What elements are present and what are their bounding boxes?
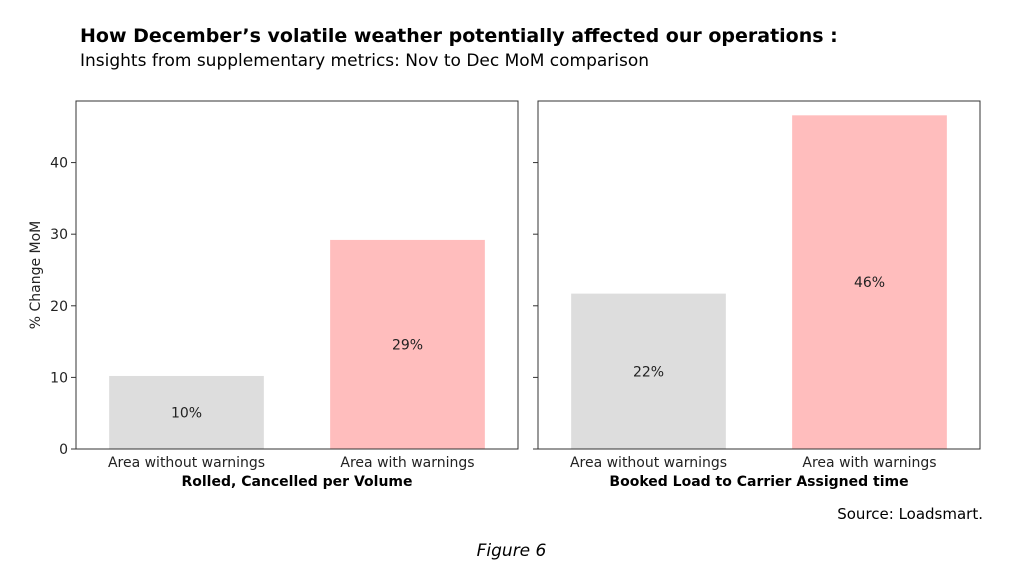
x-tick-label-1-1: Area without warnings (108, 455, 265, 471)
bar-1-2 (330, 239, 485, 449)
bar-2-2 (792, 115, 947, 449)
bar-1-1 (109, 375, 264, 449)
data-label-2-2: 46% (854, 275, 885, 291)
data-label-1-1: 10% (171, 405, 202, 421)
bar-2-1 (571, 293, 726, 449)
plot-frame-2 (537, 100, 981, 450)
x-tick-label-1-2: Area with warnings (340, 455, 474, 471)
data-label-2-1: 22% (633, 364, 664, 380)
figure-caption: Figure 6 (476, 541, 547, 561)
chart-title: How December’s volatile weather potentia… (80, 25, 838, 47)
source-note: Source: Loadsmart. (837, 505, 983, 523)
data-label-1-2: 29% (392, 337, 423, 353)
y-axis-label: % Change MoM (28, 221, 44, 330)
plot-frame-1 (75, 100, 519, 450)
y-tick-label-1: 0 (59, 442, 68, 458)
x-tick-label-2-2: Area with warnings (802, 455, 936, 471)
y-tick-label-3: 20 (50, 299, 68, 315)
y-tick-label-2: 10 (50, 370, 68, 386)
x-axis-label-1: Rolled, Cancelled per Volume (181, 474, 412, 490)
y-tick-label-5: 40 (50, 156, 68, 172)
chart-subtitle: Insights from supplementary metrics: Nov… (80, 51, 650, 71)
y-tick-label-4: 30 (50, 227, 68, 243)
x-axis-label-2: Booked Load to Carrier Assigned time (609, 474, 908, 490)
x-tick-label-2-1: Area without warnings (570, 455, 727, 471)
